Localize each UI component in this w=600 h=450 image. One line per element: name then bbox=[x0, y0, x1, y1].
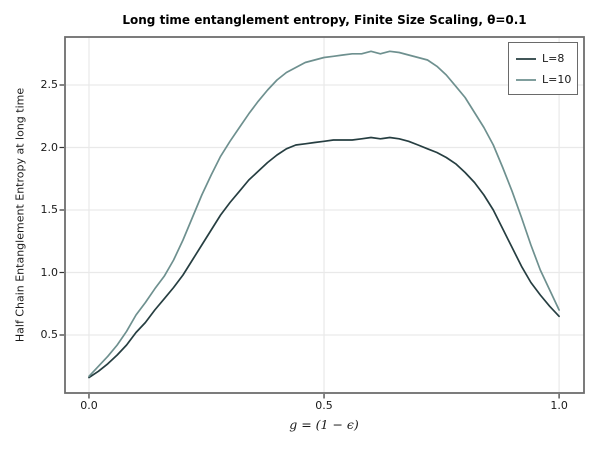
x-tick-label: 0.5 bbox=[315, 399, 333, 412]
y-tick-label: 0.5 bbox=[40, 328, 59, 341]
x-tick-label: 0.0 bbox=[80, 399, 98, 412]
y-tick-label: 1.5 bbox=[40, 203, 59, 216]
legend-line-icon bbox=[516, 57, 536, 60]
legend-label: L=8 bbox=[542, 52, 565, 65]
x-tick-label: 1.0 bbox=[550, 399, 568, 412]
legend: L=8 L=10 bbox=[508, 42, 578, 95]
legend-item-l10: L=10 bbox=[516, 69, 577, 90]
y-tick-label: 2.5 bbox=[40, 78, 59, 91]
y-tick-label: 2.0 bbox=[40, 140, 59, 154]
chart-title: Long time entanglement entropy, Finite S… bbox=[122, 13, 527, 27]
legend-label: L=10 bbox=[542, 73, 572, 86]
y-tick-label: 1.0 bbox=[40, 265, 59, 279]
legend-line-icon bbox=[516, 78, 536, 81]
legend-item-l8: L=8 bbox=[516, 48, 577, 69]
x-axis-label: g = (1 − ϵ) bbox=[289, 417, 359, 432]
